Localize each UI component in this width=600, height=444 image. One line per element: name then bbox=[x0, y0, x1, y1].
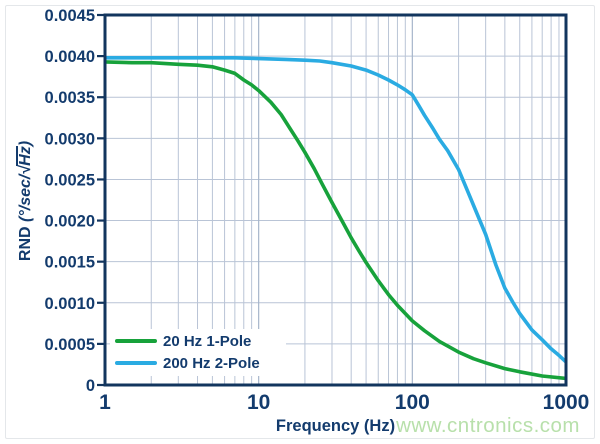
x-axis-title: Frequency (Hz) bbox=[276, 417, 395, 435]
y-axis-title-unit: °/sec/ bbox=[17, 174, 34, 217]
y-tick-label: 0 bbox=[86, 377, 95, 395]
y-axis-title-name: RND bbox=[17, 226, 34, 262]
y-tick-label: 0.0025 bbox=[45, 171, 95, 189]
x-tick-label: 100 bbox=[395, 391, 430, 414]
series-line-200-hz-2-pole bbox=[105, 56, 566, 364]
y-tick-label: 0.0040 bbox=[45, 48, 95, 66]
y-axis-title-close: ) bbox=[17, 140, 34, 147]
y-axis-title: RND (°/sec/√Hz) bbox=[16, 51, 38, 351]
legend-label-1: 20 Hz 1-Pole bbox=[163, 333, 251, 350]
y-tick-label: 0.0030 bbox=[45, 130, 95, 148]
x-tick-label: 1000 bbox=[543, 391, 590, 414]
legend: 20 Hz 1-Pole 200 Hz 2-Pole bbox=[110, 329, 286, 376]
sqrt-radicand: Hz bbox=[16, 146, 35, 166]
legend-background bbox=[110, 329, 286, 376]
y-tick-label: 0.0035 bbox=[45, 89, 95, 107]
series-line-20-hz-1-pole bbox=[105, 60, 566, 381]
y-axis-title-open: ( bbox=[17, 216, 34, 227]
x-tick-label: 10 bbox=[247, 391, 270, 414]
y-tick-label: 0.0020 bbox=[45, 213, 95, 231]
sqrt-radical: √ bbox=[17, 165, 34, 175]
legend-label-2: 200 Hz 2-Pole bbox=[163, 355, 260, 372]
y-tick-label: 0.0015 bbox=[45, 254, 95, 272]
y-tick-label: 0.0010 bbox=[45, 295, 95, 313]
series-group bbox=[105, 56, 566, 381]
plot-frame bbox=[103, 13, 568, 387]
y-tick-label: 0.0005 bbox=[45, 336, 95, 354]
y-tick-label: 0.0045 bbox=[45, 7, 95, 25]
x-tick-label: 1 bbox=[99, 391, 111, 414]
watermark: www.cntronics.com bbox=[395, 414, 580, 437]
